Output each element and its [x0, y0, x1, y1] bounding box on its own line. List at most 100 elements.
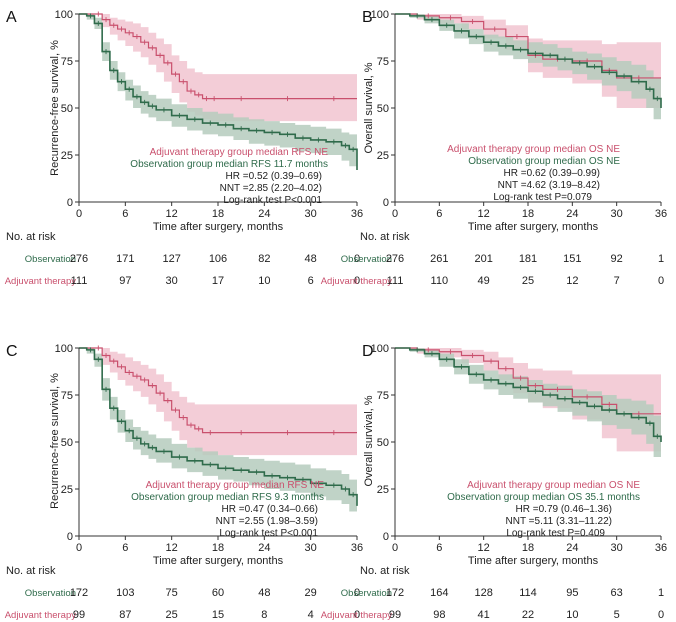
risk-value-observation: 82 [258, 253, 270, 265]
risk-value-observation: 1 [658, 587, 664, 599]
risk-value-observation: 1 [658, 253, 664, 265]
risk-table-heading: No. at risk [6, 565, 56, 577]
y-axis-label: Overall survival, % [363, 395, 375, 486]
annotation-block: Adjuvant therapy group median RFS NE Obs… [130, 147, 328, 206]
panel-letter: C [6, 343, 18, 360]
km-plot-area: 0 6 12 18 24 30 36 0 25 50 75 100 [55, 9, 363, 220]
risk-row-label-adjuvant: Adjuvant therapy [5, 276, 77, 287]
risk-value-adjuvant: 111 [71, 275, 88, 287]
nnt-annotation: NNT =2.85 (2.20–4.02) [220, 183, 322, 194]
risk-value-adjuvant: 111 [387, 275, 404, 287]
y-tick-label: 0 [383, 197, 389, 209]
y-tick-label: 25 [61, 484, 73, 496]
observation-survival-curve [395, 13, 662, 108]
observation-median-annotation: Observation group median OS NE [468, 156, 620, 167]
observation-confidence-band [395, 14, 661, 124]
nnt-annotation: NNT =4.62 (3.19–8.42) [498, 180, 600, 191]
risk-value-adjuvant: 25 [522, 275, 534, 287]
risk-value-observation: 106 [209, 253, 227, 265]
y-axis-label: Recurrence-free survival, % [49, 40, 61, 176]
y-tick-label: 50 [61, 437, 73, 449]
observation-median-annotation: Observation group median OS 35.1 months [447, 492, 640, 503]
panel-letter: B [362, 9, 373, 26]
x-tick-label: 6 [436, 208, 442, 220]
y-tick-label: 0 [67, 197, 73, 209]
panel-letter: A [6, 9, 17, 26]
adjuvant-confidence-band [79, 14, 357, 122]
risk-value-adjuvant: 10 [566, 609, 578, 621]
risk-value-adjuvant: 17 [212, 275, 224, 287]
risk-table-values: 172 164 128 114 95 63 1 99 98 41 22 10 5 0 [386, 587, 664, 621]
risk-value-observation: 114 [519, 587, 537, 599]
hazard-ratio-annotation: HR =0.52 (0.39–0.69) [226, 171, 322, 182]
x-axis-label: Time after surgery, months [468, 221, 599, 233]
adjuvant-survival-curve [79, 13, 357, 100]
risk-value-observation: 276 [70, 253, 88, 265]
annotation-block: Adjuvant therapy group median OS NE Obse… [447, 144, 620, 203]
observation-survival-curve [79, 13, 358, 171]
x-tick-label: 24 [258, 208, 270, 220]
annotation-block: Adjuvant therapy group median RFS NE Obs… [131, 480, 324, 539]
risk-value-observation: 48 [258, 587, 270, 599]
risk-row-label-adjuvant: Adjuvant therapy [5, 610, 77, 621]
nnt-annotation: NNT =2.55 (1.98–3.59) [216, 516, 318, 527]
observation-survival-curve [79, 347, 358, 506]
x-tick-label: 36 [351, 542, 363, 554]
log-rank-annotation: Log-rank test P<0.001 [219, 528, 318, 539]
km-plot-area: 0 6 12 18 24 30 36 0 25 50 75 100 [371, 9, 667, 220]
risk-value-observation: 60 [212, 587, 224, 599]
hazard-ratio-annotation: HR =0.62 (0.39–0.99) [504, 168, 600, 179]
hazard-ratio-annotation: HR =0.47 (0.34–0.66) [222, 504, 318, 515]
x-tick-label: 12 [166, 542, 178, 554]
risk-value-adjuvant: 30 [166, 275, 178, 287]
risk-row-label-adjuvant: Adjuvant therapy [321, 276, 393, 287]
risk-value-observation: 48 [305, 253, 317, 265]
km-plot-area: 0 6 12 18 24 30 36 0 25 50 75 100 [371, 343, 667, 554]
x-tick-label: 6 [436, 542, 442, 554]
x-tick-label: 36 [655, 208, 667, 220]
observation-median-annotation: Observation group median RFS 9.3 months [131, 492, 324, 503]
log-rank-annotation: Log-rank test P<0.001 [223, 195, 322, 206]
risk-value-adjuvant: 99 [73, 609, 85, 621]
x-tick-label: 24 [566, 208, 578, 220]
adjuvant-median-annotation: Adjuvant therapy group median RFS NE [150, 147, 329, 158]
y-tick-label: 75 [61, 56, 73, 68]
risk-value-observation: 63 [611, 587, 623, 599]
adjuvant-median-annotation: Adjuvant therapy group median RFS NE [146, 480, 325, 491]
risk-value-adjuvant: 5 [614, 609, 620, 621]
y-tick-label: 100 [55, 343, 73, 355]
y-tick-label: 100 [371, 343, 389, 355]
x-tick-label: 6 [122, 542, 128, 554]
x-tick-label: 24 [258, 542, 270, 554]
x-tick-label: 30 [611, 208, 623, 220]
y-axis-label: Recurrence-free survival, % [49, 373, 61, 509]
adjuvant-median-annotation: Adjuvant therapy group median OS NE [467, 480, 640, 491]
risk-value-observation: 29 [305, 587, 317, 599]
adjuvant-survival-curve [395, 347, 661, 415]
risk-value-adjuvant: 41 [478, 609, 490, 621]
risk-value-adjuvant: 15 [212, 609, 224, 621]
x-tick-label: 36 [351, 208, 363, 220]
risk-value-observation: 151 [563, 253, 581, 265]
risk-value-adjuvant: 110 [431, 275, 449, 287]
risk-value-adjuvant: 0 [658, 609, 664, 621]
annotation-block: Adjuvant therapy group median OS NE Obse… [447, 480, 640, 539]
risk-value-adjuvant: 0 [354, 609, 360, 621]
risk-row-label-adjuvant: Adjuvant therapy [321, 610, 393, 621]
x-tick-label: 0 [76, 208, 82, 220]
x-tick-label: 18 [212, 208, 224, 220]
risk-value-adjuvant: 10 [258, 275, 270, 287]
risk-value-adjuvant: 6 [308, 275, 314, 287]
risk-value-observation: 171 [116, 253, 134, 265]
km-plot-area: 0 6 12 18 24 30 36 0 25 50 75 100 [55, 343, 363, 554]
x-tick-label: 18 [522, 542, 534, 554]
y-tick-label: 75 [377, 56, 389, 68]
x-tick-label: 18 [522, 208, 534, 220]
y-tick-label: 0 [383, 531, 389, 543]
risk-value-observation: 0 [354, 587, 360, 599]
risk-value-adjuvant: 25 [166, 609, 178, 621]
x-tick-label: 18 [212, 542, 224, 554]
